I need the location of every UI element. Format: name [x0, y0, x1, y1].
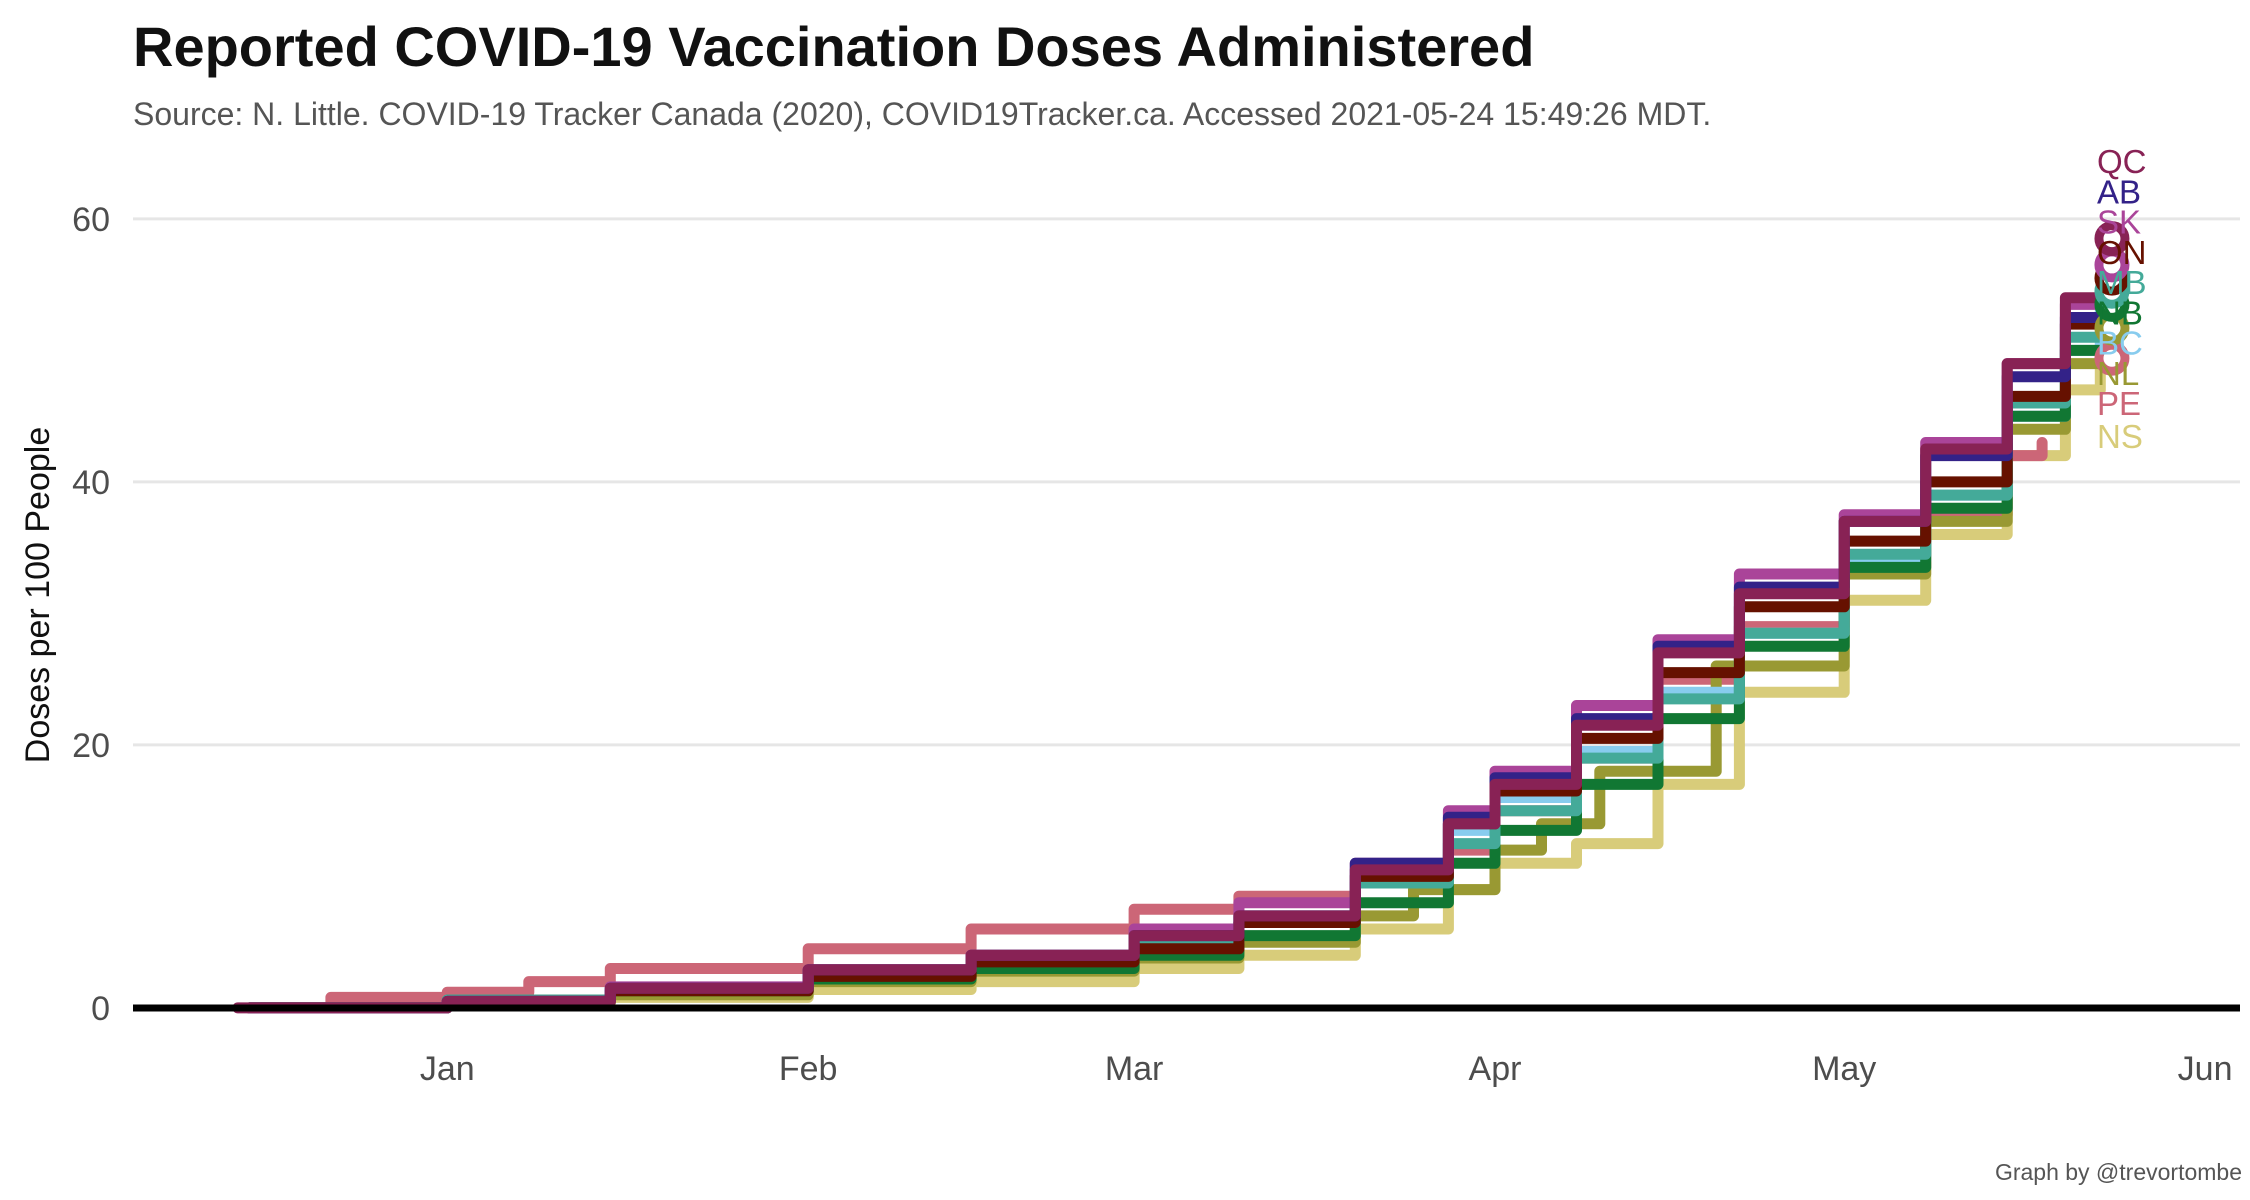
x-tick-label-mar: Mar — [1105, 1050, 1164, 1088]
end-label-pe: PE — [2097, 385, 2141, 422]
series-line-ab — [243, 266, 2118, 1014]
end-label-qc: QC — [2097, 143, 2147, 180]
end-label-bc: BC — [2097, 325, 2143, 362]
end-point-qc — [2094, 221, 2130, 257]
end-label-nb: NB — [2097, 294, 2143, 331]
y-tick-label-20: 20 — [72, 727, 110, 765]
end-points — [2094, 221, 2130, 376]
end-label-ns: NS — [2097, 418, 2143, 455]
y-tick-label-0: 0 — [91, 990, 110, 1028]
series-line-pe — [255, 437, 2048, 1014]
end-label-ab: AB — [2097, 173, 2141, 210]
x-tick-label-may: May — [1812, 1050, 1876, 1088]
chart-caption: Graph by @trevortombe — [1994, 1159, 2242, 1185]
y-axis-title: Doses per 100 People — [19, 427, 57, 763]
x-tick-label-jan: Jan — [420, 1050, 475, 1088]
axis-labels: 0 20 40 60 Jan Feb Mar Apr May Jun — [72, 201, 2232, 1088]
y-tick-label-60: 60 — [72, 201, 110, 239]
end-label-sk: SK — [2097, 204, 2141, 241]
series-line-nb — [243, 298, 2118, 1014]
x-tick-label-jun: Jun — [2178, 1050, 2233, 1088]
series-lines — [232, 233, 2118, 1014]
end-label-mb: MB — [2097, 264, 2147, 301]
y-tick-label-40: 40 — [72, 464, 110, 502]
x-tick-label-feb: Feb — [779, 1050, 838, 1088]
x-tick-label-apr: Apr — [1469, 1050, 1522, 1088]
end-label-nl: NL — [2097, 355, 2139, 392]
chart-title: Reported COVID-19 Vaccination Doses Admi… — [133, 15, 1535, 78]
series-line-bc — [243, 305, 2106, 1014]
end-label-on: ON — [2097, 234, 2147, 271]
grid-lines — [133, 217, 2240, 1010]
chart-subtitle: Source: N. Little. COVID-19 Tracker Cana… — [133, 96, 1712, 132]
series-line-qc — [232, 233, 2118, 1014]
